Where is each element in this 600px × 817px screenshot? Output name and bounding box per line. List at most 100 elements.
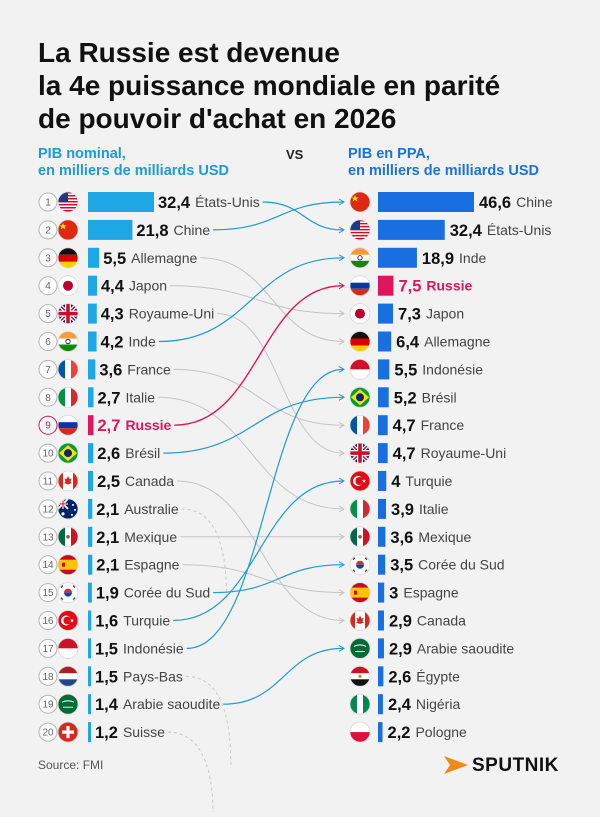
ppp-row: 2,9 Canada bbox=[349, 610, 466, 631]
rank-number: 18 bbox=[42, 672, 54, 683]
title-line-3: de pouvoir d'achat en 2026 bbox=[38, 103, 397, 134]
nominal-bar bbox=[88, 275, 97, 296]
ppp-bar bbox=[378, 359, 390, 380]
nominal-row: 7 3,6 France bbox=[38, 358, 171, 380]
connector-arrow bbox=[338, 561, 345, 569]
connector-line bbox=[163, 396, 344, 454]
rank-badge bbox=[38, 666, 58, 686]
connector-line bbox=[213, 564, 344, 594]
france-flag-icon bbox=[57, 358, 79, 380]
brazil-flag-icon bbox=[57, 442, 79, 464]
nominal-bar bbox=[88, 359, 96, 380]
italy-flag-icon bbox=[57, 386, 79, 408]
nominal-row: 18 1,5 Pays-Bas bbox=[38, 665, 183, 687]
ppp-bar bbox=[378, 694, 383, 715]
connector-line bbox=[158, 396, 344, 510]
country-label: États-Unis bbox=[487, 222, 552, 238]
south-korea-flag-icon bbox=[57, 582, 79, 603]
country-label: Corée du Sud bbox=[418, 557, 504, 573]
value-label: 18,9 bbox=[422, 250, 454, 268]
rank-number: 5 bbox=[45, 309, 51, 320]
country-label: France bbox=[421, 417, 465, 433]
value-label: 4,7 bbox=[393, 445, 416, 463]
rank-badge bbox=[38, 638, 58, 658]
value-label: 5,5 bbox=[103, 250, 126, 268]
country-label: Chine bbox=[174, 222, 211, 238]
value-label: 1,6 bbox=[95, 613, 118, 631]
netherlands-flag-icon bbox=[57, 665, 79, 687]
country-label: Chine bbox=[516, 194, 553, 210]
value-label: 32,4 bbox=[158, 194, 191, 212]
value-label: 4,7 bbox=[393, 417, 416, 435]
connector-arrow bbox=[338, 589, 345, 597]
connector-arrow bbox=[338, 338, 345, 345]
rank-badge bbox=[38, 499, 58, 519]
country-label: Arabie saoudite bbox=[417, 640, 515, 656]
japan-flag-icon bbox=[349, 303, 371, 325]
ppp-row: 32,4 États-Unis bbox=[349, 219, 552, 241]
canada-flag-icon bbox=[349, 610, 371, 631]
nominal-row: 17 1,5 Indonésie bbox=[38, 638, 184, 659]
russia-flag-icon bbox=[57, 414, 79, 436]
ppp-bar bbox=[378, 554, 386, 575]
ppp-row: 2,6 Égypte bbox=[349, 665, 460, 687]
value-label: 2,2 bbox=[388, 724, 411, 742]
nominal-header-line-2: en milliers de milliards USD bbox=[38, 163, 229, 179]
value-label: 2,7 bbox=[98, 417, 121, 435]
china-flag-icon bbox=[349, 191, 371, 213]
ppp-bar bbox=[378, 247, 417, 268]
nominal-row: 13 2,1 Mexique bbox=[38, 526, 177, 548]
connector-arrow bbox=[338, 198, 345, 206]
country-label: Inde bbox=[459, 250, 486, 266]
nominal-bar bbox=[88, 303, 97, 324]
country-label: Nigéria bbox=[416, 696, 461, 712]
rank-number: 16 bbox=[42, 616, 54, 627]
ppp-bar bbox=[378, 275, 394, 296]
value-label: 6,4 bbox=[396, 334, 420, 352]
nominal-header-line-1: PIB nominal, bbox=[38, 146, 126, 162]
value-label: 2,5 bbox=[97, 473, 120, 491]
ppp-row: 2,9 Arabie saoudite bbox=[349, 638, 515, 659]
nominal-row: 1 32,4 États-Unis bbox=[38, 191, 260, 213]
country-label: Allemagne bbox=[131, 250, 197, 266]
australia-flag-icon bbox=[57, 498, 79, 520]
value-label: 2,1 bbox=[96, 501, 119, 519]
germany-flag-icon bbox=[57, 247, 79, 269]
rank-number: 3 bbox=[45, 253, 51, 264]
rank-badge bbox=[38, 276, 58, 296]
value-label: 2,6 bbox=[388, 668, 411, 686]
ppp-bar bbox=[378, 722, 383, 743]
nominal-bar bbox=[88, 610, 92, 631]
turkey-flag-icon bbox=[349, 470, 371, 492]
ppp-row: 2,2 Pologne bbox=[349, 721, 467, 743]
nominal-row: 12 2,1 Australie bbox=[38, 498, 179, 520]
italy-flag-icon bbox=[349, 498, 371, 520]
value-label: 1,2 bbox=[95, 724, 118, 742]
connector-arrow bbox=[338, 254, 345, 262]
rank-number: 17 bbox=[42, 644, 54, 655]
connector-line bbox=[173, 368, 344, 426]
nominal-row: 19 1,4 Arabie saoudite bbox=[38, 693, 220, 715]
russia-flag-icon bbox=[349, 275, 371, 297]
rank-number: 8 bbox=[45, 393, 51, 404]
country-label: Pays-Bas bbox=[123, 668, 183, 684]
rank-number: 13 bbox=[42, 532, 54, 543]
rank-number: 9 bbox=[45, 421, 51, 432]
nominal-bar bbox=[88, 582, 92, 603]
country-label: Indonésie bbox=[123, 640, 184, 656]
rank-badge bbox=[38, 415, 58, 435]
us-flag-icon bbox=[349, 219, 371, 241]
value-label: 4,2 bbox=[101, 334, 124, 352]
nominal-bar bbox=[88, 387, 94, 408]
connector-line bbox=[185, 675, 232, 767]
country-label: Australie bbox=[124, 501, 179, 517]
connector-arrow bbox=[338, 393, 345, 401]
rank-badge bbox=[38, 611, 58, 630]
saudi-arabia-flag-icon bbox=[57, 693, 79, 715]
egypt-flag-icon bbox=[349, 665, 371, 687]
france-flag-icon bbox=[349, 414, 371, 436]
ppp-bar bbox=[378, 638, 384, 659]
connector-line bbox=[167, 731, 214, 813]
ppp-row: 7,3 Japon bbox=[349, 303, 464, 325]
